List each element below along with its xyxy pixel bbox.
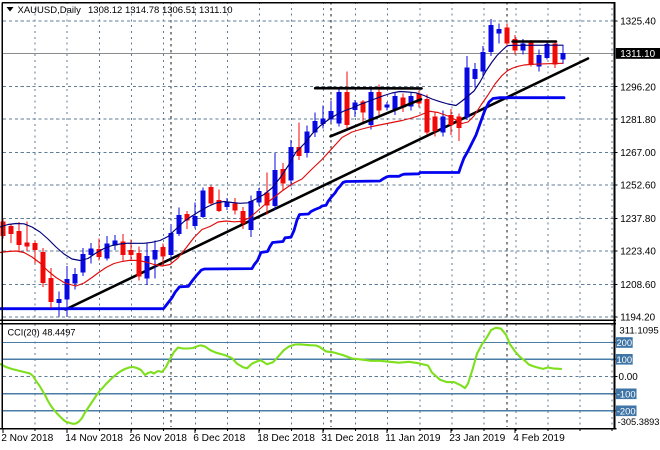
svg-text:6 Dec 2018: 6 Dec 2018 (193, 433, 245, 444)
svg-text:-305.3893: -305.3893 (618, 417, 660, 427)
svg-text:-100: -100 (617, 388, 636, 399)
svg-text:1267.00: 1267.00 (620, 148, 656, 159)
svg-text:1208.60: 1208.60 (620, 280, 656, 291)
svg-text:1223.40: 1223.40 (620, 247, 656, 258)
svg-text:311.1095: 311.1095 (619, 326, 658, 337)
svg-text:0.00: 0.00 (619, 372, 639, 383)
svg-text:2 Nov 2018: 2 Nov 2018 (1, 433, 53, 444)
svg-text:14 Nov 2018: 14 Nov 2018 (65, 433, 123, 444)
svg-text:1308.12 1314.78 1306.51 1311.1: 1308.12 1314.78 1306.51 1311.10 (88, 5, 233, 16)
svg-text:1194.20: 1194.20 (620, 313, 655, 324)
svg-text:1311.10: 1311.10 (620, 49, 655, 60)
svg-text:23 Jan 2019: 23 Jan 2019 (449, 433, 505, 444)
svg-text:CCI(20) 48.4497: CCI(20) 48.4497 (8, 328, 76, 338)
svg-text:11 Jan 2019: 11 Jan 2019 (385, 433, 441, 444)
svg-text:1296.20: 1296.20 (620, 82, 656, 93)
svg-text:4 Feb 2019: 4 Feb 2019 (513, 433, 565, 444)
svg-text:26 Nov 2018: 26 Nov 2018 (129, 433, 187, 444)
svg-text:1237.80: 1237.80 (620, 214, 656, 225)
svg-text:XAUUSD,Daily: XAUUSD,Daily (18, 5, 82, 16)
svg-text:100: 100 (616, 354, 632, 365)
svg-text:31 Dec 2018: 31 Dec 2018 (321, 433, 379, 444)
svg-text:1325.40: 1325.40 (620, 16, 656, 27)
svg-text:1252.60: 1252.60 (620, 181, 656, 192)
svg-text:1281.80: 1281.80 (620, 115, 656, 126)
svg-text:18 Dec 2018: 18 Dec 2018 (257, 433, 315, 444)
svg-text:-200: -200 (617, 405, 636, 416)
svg-text:200: 200 (616, 337, 632, 348)
